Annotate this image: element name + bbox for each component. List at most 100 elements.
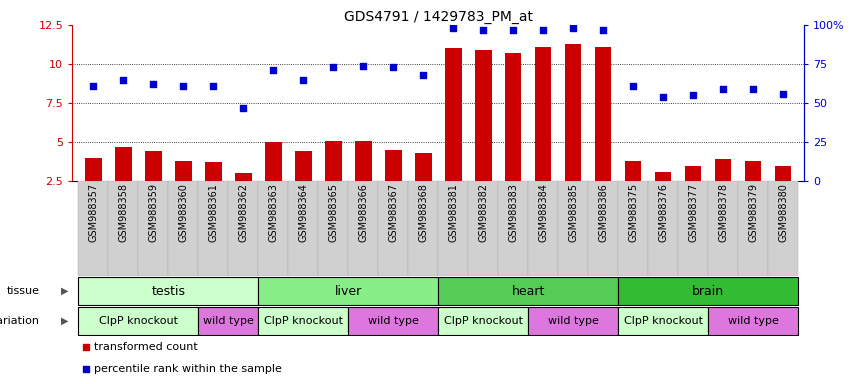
Text: GSM988382: GSM988382 [478,183,488,242]
Point [386,64,400,70]
FancyBboxPatch shape [528,181,558,276]
Text: tissue: tissue [7,286,39,296]
Point [567,25,580,31]
Bar [535,47,551,181]
Point [266,67,280,73]
Text: GSM988363: GSM988363 [268,183,278,242]
Text: ClpP knockout: ClpP knockout [443,316,523,326]
Point [78,344,92,350]
Point [656,94,670,100]
Text: transformed count: transformed count [94,342,198,352]
Text: GSM988383: GSM988383 [508,183,518,242]
Text: GSM988360: GSM988360 [179,183,188,242]
Text: testis: testis [151,285,186,298]
FancyBboxPatch shape [558,181,588,276]
FancyBboxPatch shape [139,181,168,276]
Point [296,76,310,83]
FancyBboxPatch shape [198,307,259,335]
Text: GSM988361: GSM988361 [208,183,219,242]
Bar [595,47,612,181]
Text: GSM988377: GSM988377 [688,183,698,242]
FancyBboxPatch shape [438,277,618,305]
Point [78,366,92,372]
Point [237,105,250,111]
Text: GSM988367: GSM988367 [388,183,398,242]
Bar [625,161,642,181]
Bar [715,159,732,181]
Point [117,76,130,83]
Bar [355,141,372,181]
Text: liver: liver [334,285,362,298]
Text: brain: brain [692,285,724,298]
FancyBboxPatch shape [348,307,438,335]
Text: GSM988379: GSM988379 [748,183,758,242]
FancyBboxPatch shape [618,307,708,335]
FancyBboxPatch shape [648,181,678,276]
Bar [445,48,461,181]
Text: GSM988362: GSM988362 [238,183,248,242]
Text: GSM988385: GSM988385 [568,183,578,242]
Bar [565,44,581,181]
Text: genotype/variation: genotype/variation [0,316,39,326]
Text: GSM988386: GSM988386 [598,183,608,242]
Bar [685,166,701,181]
FancyBboxPatch shape [259,181,288,276]
Bar [745,161,762,181]
Bar [385,150,402,181]
Point [626,83,640,89]
FancyBboxPatch shape [288,181,318,276]
Text: ▶: ▶ [61,316,69,326]
FancyBboxPatch shape [438,307,528,335]
Text: wild type: wild type [728,316,779,326]
FancyBboxPatch shape [438,181,468,276]
FancyBboxPatch shape [108,181,139,276]
FancyBboxPatch shape [379,181,408,276]
Point [87,83,100,89]
Bar [475,50,492,181]
FancyBboxPatch shape [738,181,768,276]
Point [776,91,790,97]
FancyBboxPatch shape [198,181,228,276]
Bar [145,152,162,181]
Bar [505,53,522,181]
Bar [205,162,221,181]
Text: ClpP knockout: ClpP knockout [264,316,343,326]
Text: ClpP knockout: ClpP knockout [624,316,703,326]
Point [146,81,160,88]
Text: wild type: wild type [368,316,419,326]
Point [327,64,340,70]
Point [207,83,220,89]
FancyBboxPatch shape [528,307,618,335]
Title: GDS4791 / 1429783_PM_at: GDS4791 / 1429783_PM_at [344,10,533,24]
Text: GSM988381: GSM988381 [448,183,458,242]
Text: GSM988375: GSM988375 [628,183,638,242]
Point [536,26,550,33]
Bar [115,147,132,181]
Text: GSM988368: GSM988368 [419,183,428,242]
Point [597,26,610,33]
FancyBboxPatch shape [408,181,438,276]
Text: wild type: wild type [203,316,254,326]
Point [717,86,730,92]
FancyBboxPatch shape [78,277,259,305]
Text: GSM988366: GSM988366 [358,183,368,242]
Bar [295,152,311,181]
Bar [775,166,791,181]
Text: GSM988380: GSM988380 [778,183,788,242]
Text: GSM988358: GSM988358 [118,183,129,242]
FancyBboxPatch shape [768,181,798,276]
Point [746,86,760,92]
Text: GSM988364: GSM988364 [299,183,308,242]
Text: ▶: ▶ [61,286,69,296]
FancyBboxPatch shape [318,181,348,276]
Point [506,26,520,33]
Point [477,26,490,33]
Bar [175,161,191,181]
Text: GSM988365: GSM988365 [328,183,339,242]
FancyBboxPatch shape [498,181,528,276]
Text: wild type: wild type [548,316,598,326]
FancyBboxPatch shape [618,181,648,276]
FancyBboxPatch shape [259,307,348,335]
FancyBboxPatch shape [348,181,379,276]
Bar [415,153,431,181]
